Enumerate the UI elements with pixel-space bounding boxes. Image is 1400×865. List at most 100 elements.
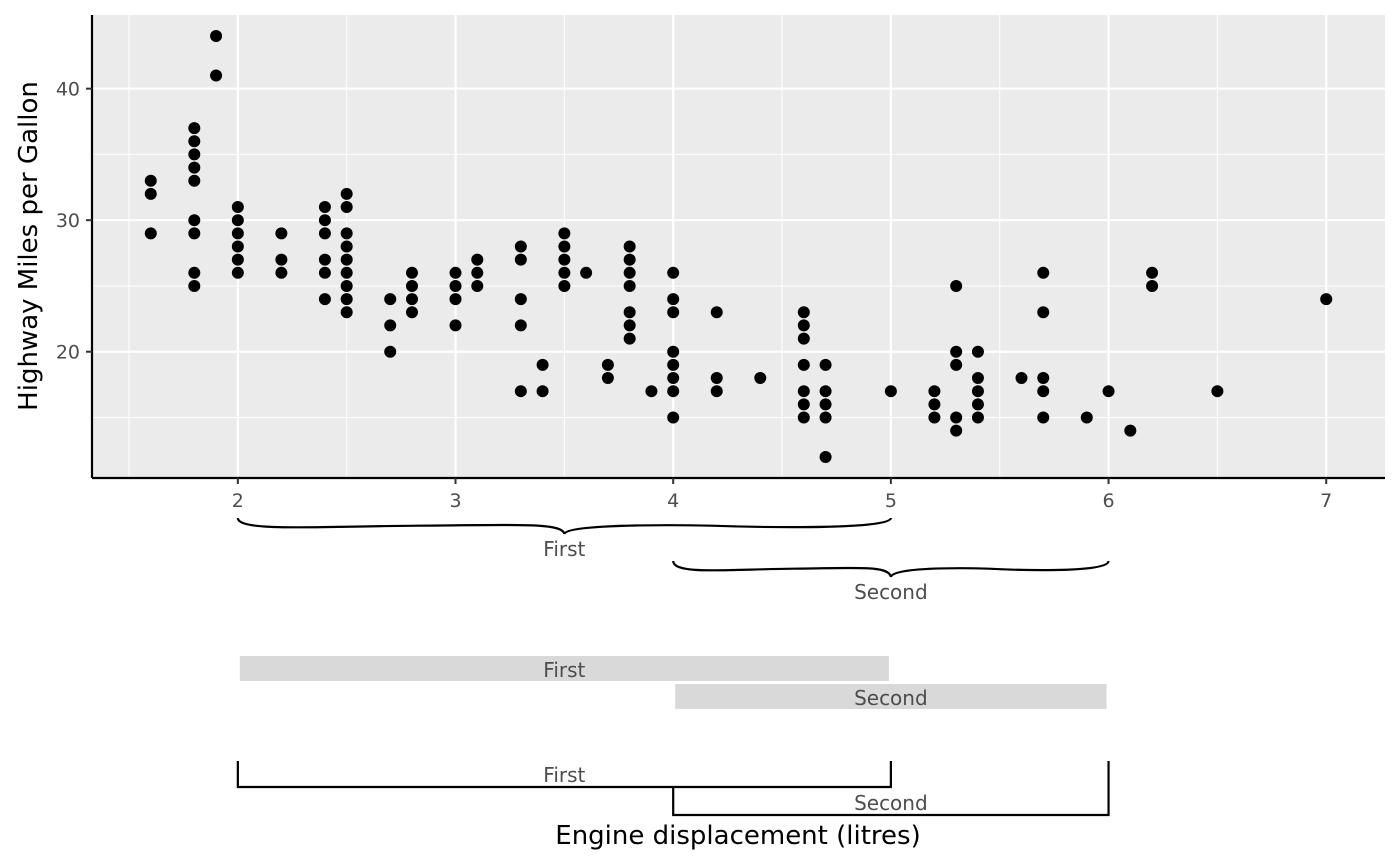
data-point bbox=[188, 227, 201, 240]
data-point bbox=[819, 398, 832, 411]
data-point bbox=[1102, 385, 1115, 398]
data-point bbox=[188, 266, 201, 279]
bracket-label-second: Second bbox=[854, 791, 928, 815]
data-point bbox=[231, 201, 244, 214]
data-point bbox=[471, 266, 484, 279]
data-point bbox=[384, 345, 397, 358]
data-point bbox=[536, 358, 549, 371]
data-point bbox=[340, 201, 353, 214]
data-point bbox=[384, 293, 397, 306]
data-point bbox=[667, 358, 680, 371]
data-point bbox=[1037, 385, 1050, 398]
data-point bbox=[667, 372, 680, 385]
bracket-annotations: First Second bbox=[236, 761, 1110, 817]
y-tick-label: 30 bbox=[56, 210, 80, 232]
data-point bbox=[275, 253, 288, 266]
data-point bbox=[797, 332, 810, 345]
data-point bbox=[231, 240, 244, 253]
data-point bbox=[928, 398, 941, 411]
data-point bbox=[1037, 306, 1050, 319]
data-point bbox=[188, 122, 201, 135]
data-point bbox=[819, 385, 832, 398]
data-point bbox=[144, 227, 157, 240]
data-point bbox=[1037, 372, 1050, 385]
data-point bbox=[797, 411, 810, 424]
plot-panel bbox=[92, 15, 1385, 478]
data-point bbox=[275, 227, 288, 240]
data-point bbox=[950, 345, 963, 358]
data-point bbox=[971, 398, 984, 411]
data-point bbox=[1320, 293, 1333, 306]
data-point bbox=[819, 411, 832, 424]
data-point bbox=[210, 69, 223, 82]
data-point bbox=[667, 293, 680, 306]
data-point bbox=[275, 266, 288, 279]
data-point bbox=[1015, 372, 1028, 385]
data-point bbox=[188, 148, 201, 161]
data-point bbox=[1037, 266, 1050, 279]
data-point bbox=[384, 319, 397, 332]
x-tick-label: 4 bbox=[667, 490, 679, 512]
box-second bbox=[675, 684, 1107, 709]
data-point bbox=[797, 385, 810, 398]
x-tick-label: 3 bbox=[449, 490, 461, 512]
x-tick-label: 5 bbox=[885, 490, 897, 512]
data-point bbox=[558, 240, 571, 253]
data-point bbox=[1124, 424, 1137, 437]
data-point bbox=[449, 293, 462, 306]
data-point bbox=[950, 424, 963, 437]
data-point bbox=[340, 266, 353, 279]
data-point bbox=[188, 214, 201, 227]
data-point bbox=[601, 358, 614, 371]
bracket-second bbox=[672, 761, 1110, 817]
data-point bbox=[318, 253, 331, 266]
data-point bbox=[340, 306, 353, 319]
data-point bbox=[623, 240, 636, 253]
data-point bbox=[623, 332, 636, 345]
data-point bbox=[1037, 411, 1050, 424]
box-annotations: First Second bbox=[239, 656, 1107, 710]
data-point bbox=[231, 266, 244, 279]
data-point bbox=[623, 319, 636, 332]
data-point bbox=[405, 293, 418, 306]
data-point bbox=[971, 411, 984, 424]
data-point bbox=[188, 174, 201, 187]
data-point bbox=[819, 358, 832, 371]
data-point bbox=[188, 161, 201, 174]
brace-second bbox=[672, 559, 1110, 578]
data-point bbox=[1211, 385, 1224, 398]
y-tick-label: 40 bbox=[56, 79, 80, 101]
data-point bbox=[231, 214, 244, 227]
data-point bbox=[884, 385, 897, 398]
box-label-first: First bbox=[543, 658, 585, 682]
data-point bbox=[819, 450, 832, 463]
data-point bbox=[667, 306, 680, 319]
x-axis-ticks: 2 3 4 5 6 7 bbox=[232, 478, 1332, 512]
data-point bbox=[797, 398, 810, 411]
data-point bbox=[1146, 279, 1159, 292]
data-point bbox=[144, 174, 157, 187]
bracket-label-first: First bbox=[543, 763, 585, 787]
data-point bbox=[971, 372, 984, 385]
data-point bbox=[514, 240, 527, 253]
brace-first bbox=[236, 516, 892, 536]
data-point bbox=[1146, 266, 1159, 279]
y-tick-label: 20 bbox=[56, 342, 80, 364]
brace-label-first: First bbox=[543, 537, 585, 561]
data-point bbox=[514, 319, 527, 332]
data-point bbox=[797, 319, 810, 332]
x-tick-label: 6 bbox=[1103, 490, 1115, 512]
data-point bbox=[1080, 411, 1093, 424]
data-point bbox=[797, 358, 810, 371]
x-tick-label: 7 bbox=[1320, 490, 1332, 512]
x-axis-title: Engine displacement (litres) bbox=[555, 821, 920, 851]
data-point bbox=[449, 279, 462, 292]
data-point bbox=[340, 253, 353, 266]
data-point bbox=[340, 293, 353, 306]
data-point bbox=[950, 411, 963, 424]
data-point bbox=[558, 253, 571, 266]
data-point bbox=[950, 358, 963, 371]
data-point bbox=[536, 385, 549, 398]
data-point bbox=[318, 214, 331, 227]
data-point bbox=[471, 279, 484, 292]
